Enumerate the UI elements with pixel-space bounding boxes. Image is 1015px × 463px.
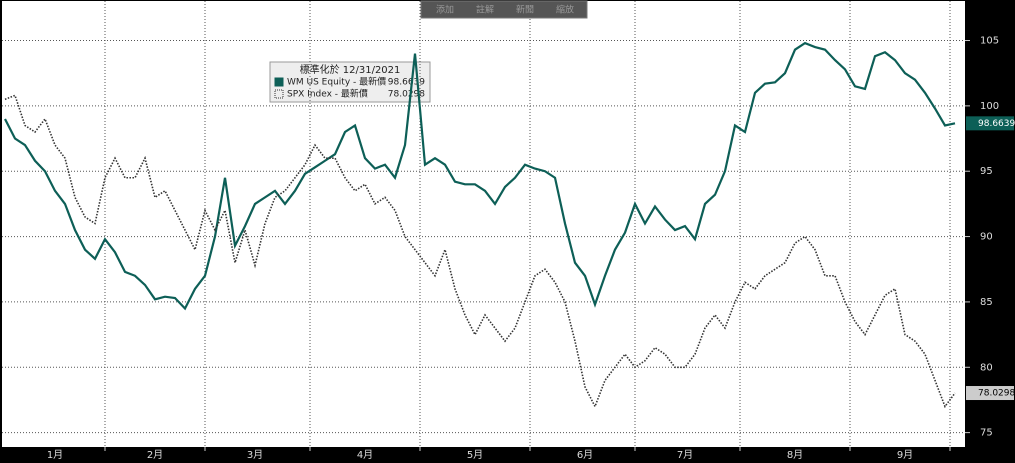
toolbar-button[interactable]: 新聞 bbox=[516, 4, 534, 16]
y-tick-label: 75 bbox=[980, 428, 993, 439]
plot-area bbox=[2, 1, 965, 447]
y-tick-label: 95 bbox=[980, 166, 993, 177]
legend: 標準化於 12/31/2021 WM US Equity - 最新價 98.663… bbox=[269, 61, 431, 103]
x-tick-label: 2月 bbox=[147, 449, 163, 461]
y-tick-label: 105 bbox=[980, 36, 999, 47]
x-tick-label: 7月 bbox=[677, 449, 693, 461]
toolbar-button[interactable]: 縮放 bbox=[556, 4, 574, 16]
legend-swatch bbox=[274, 77, 284, 87]
legend-label: WM US Equity - 最新價 bbox=[287, 76, 386, 88]
legend-value: 98.6639 bbox=[388, 78, 425, 88]
toolbar: 添加 註解 新聞 縮放 bbox=[420, 0, 588, 19]
x-tick-label: 8月 bbox=[787, 449, 803, 461]
x-tick-label: 3月 bbox=[247, 449, 263, 461]
y-tick-label: 85 bbox=[980, 297, 993, 308]
x-tick-label: 5月 bbox=[467, 449, 483, 461]
last-value-tag bbox=[966, 116, 1014, 131]
legend-swatch bbox=[274, 89, 284, 99]
toolbar-button[interactable]: 添加 bbox=[436, 5, 454, 16]
legend-title: 標準化於 12/31/2021 bbox=[300, 63, 401, 76]
toolbar-button[interactable]: 註解 bbox=[476, 4, 494, 16]
grid bbox=[2, 1, 965, 447]
series-line bbox=[4, 94, 956, 409]
last-value-label: 78.0298 bbox=[978, 389, 1015, 399]
legend-label: SPX Index - 最新價 bbox=[287, 88, 368, 100]
last-value-label: 98.6639 bbox=[978, 119, 1015, 129]
y-tick-label: 90 bbox=[980, 232, 993, 243]
y-tick-label: 100 bbox=[980, 101, 999, 112]
x-tick-label: 6月 bbox=[577, 449, 593, 461]
last-value-tag bbox=[966, 386, 1014, 401]
legend-box bbox=[269, 61, 431, 103]
x-tick-label: 9月 bbox=[897, 449, 913, 461]
series-line bbox=[4, 41, 956, 311]
x-tick-label: 4月 bbox=[357, 449, 373, 461]
x-tick-label: 1月 bbox=[47, 449, 63, 461]
toolbar-bg bbox=[420, 0, 588, 19]
legend-value: 78.0298 bbox=[388, 90, 425, 100]
y-tick-label: 80 bbox=[980, 362, 993, 373]
